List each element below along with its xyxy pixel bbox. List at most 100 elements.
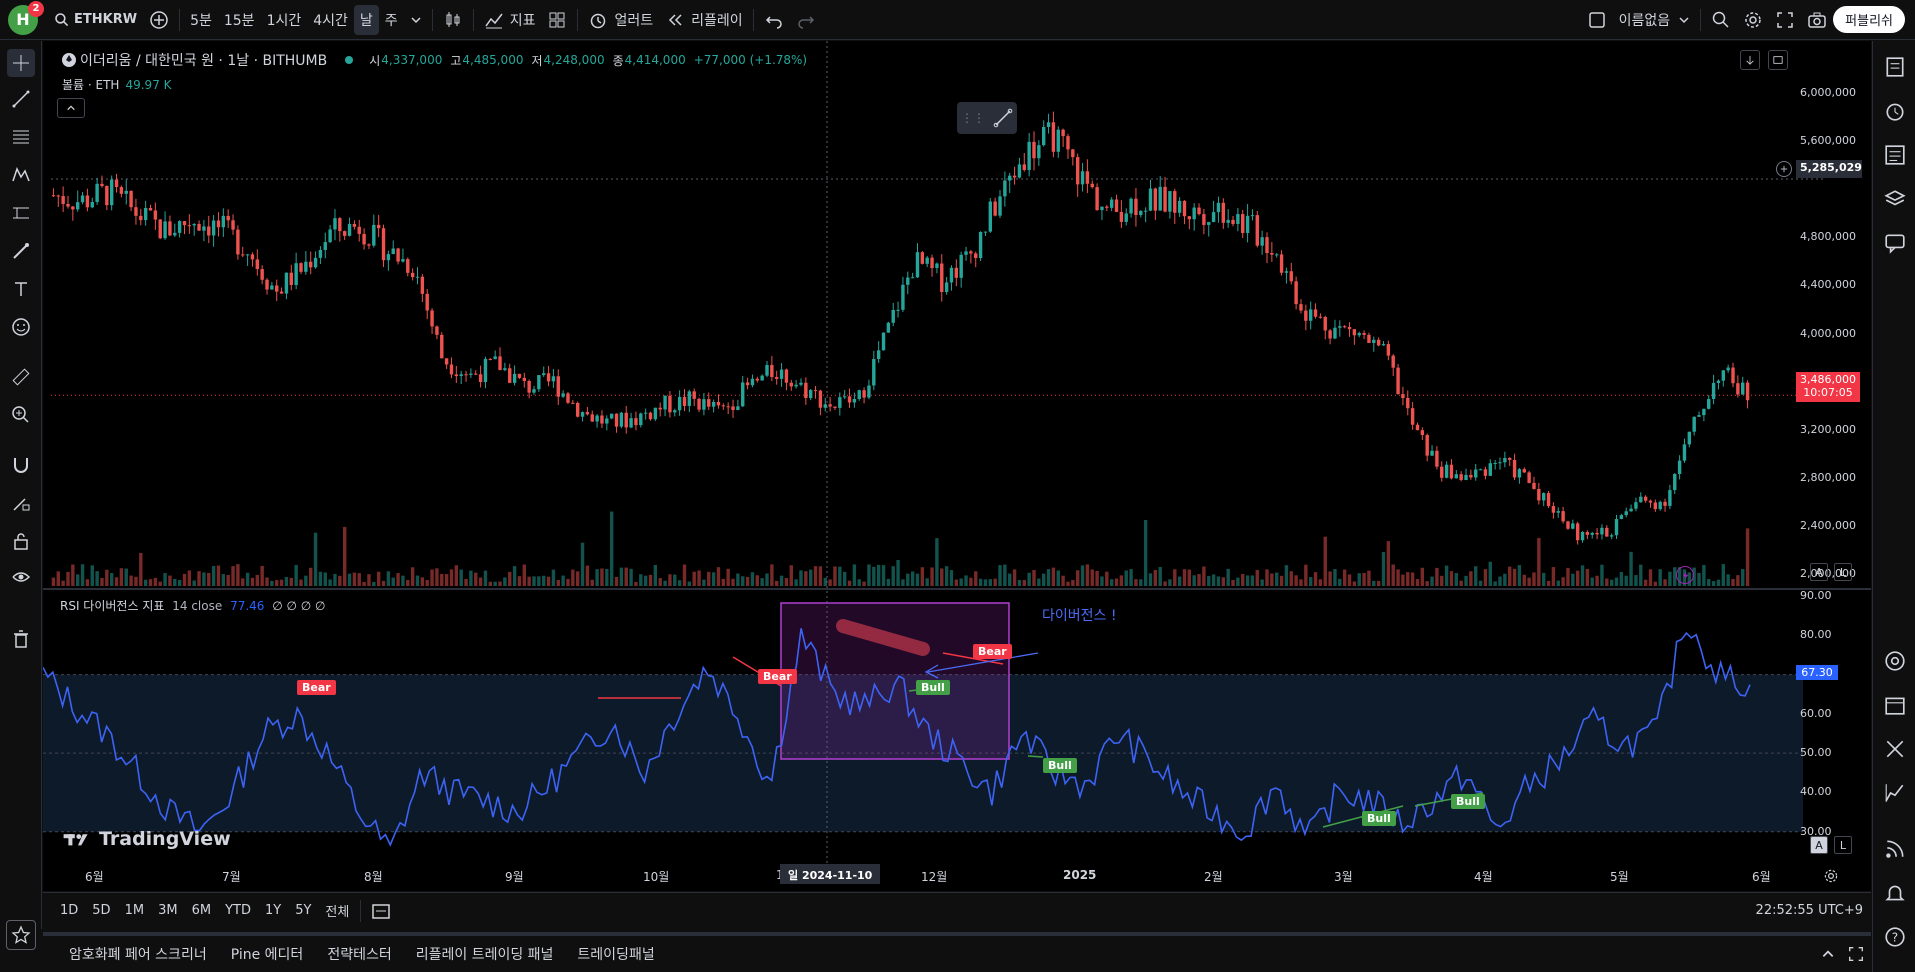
redo-button[interactable] (790, 0, 822, 40)
calendar-button[interactable] (1883, 693, 1907, 717)
rsi-log-scale-button[interactable]: L (1834, 836, 1852, 854)
stay-drawing-tool[interactable] (9, 491, 33, 515)
rsi-name[interactable]: RSI 다이버전스 지표 (60, 599, 165, 613)
range-5y[interactable]: 5Y (295, 903, 312, 918)
interval-4h[interactable]: 4시간 (313, 12, 348, 29)
templates-button[interactable] (541, 0, 573, 40)
measure-tool[interactable] (9, 365, 33, 389)
help-button[interactable]: ? (1883, 925, 1907, 949)
range-1y[interactable]: 1Y (264, 903, 282, 918)
compare-symbol-button[interactable] (143, 0, 175, 40)
crosshair-tool[interactable] (7, 49, 35, 77)
floating-draw-toolbar[interactable]: ⋮⋮ (957, 102, 1017, 134)
range-ytd[interactable]: YTD (225, 903, 251, 918)
interval-1d[interactable]: 날 (353, 4, 379, 35)
interval-1w[interactable]: 주 (384, 12, 398, 29)
volume-bar (464, 578, 468, 586)
rsi-auto-scale-button[interactable]: A (1810, 836, 1828, 854)
axis-settings-button[interactable] (1823, 868, 1839, 884)
undo-button[interactable] (758, 0, 790, 40)
hide-drawings-tool[interactable] (9, 565, 33, 589)
layout-button[interactable]: 이름없음 (1581, 0, 1697, 40)
range-6m[interactable]: 6M (191, 903, 212, 918)
chart-pane[interactable] (43, 41, 1871, 891)
collapse-panel-button[interactable] (1815, 934, 1841, 972)
settings-button[interactable] (1737, 0, 1769, 40)
user-avatar[interactable]: H 2 (8, 0, 44, 35)
tab-crypto-screener[interactable]: 암호화폐 페어 스크리너 (69, 947, 207, 963)
tab-pine-editor[interactable]: Pine 에디터 (230, 947, 304, 963)
fib-tool[interactable] (9, 125, 33, 149)
tradingview-logo[interactable]: TradingView (63, 828, 231, 850)
alert-button[interactable]: 얼러트 (582, 0, 659, 40)
quick-search-button[interactable] (1705, 0, 1737, 40)
bear-tag[interactable]: Bear (297, 680, 336, 695)
lock-drawings-tool[interactable] (9, 529, 33, 553)
drag-handle-icon[interactable]: ⋮⋮ (961, 111, 985, 125)
auto-scale-button[interactable]: A (1810, 563, 1828, 581)
range-3m[interactable]: 3M (158, 903, 178, 918)
tab-trading-panel[interactable]: 트레이딩패널 (577, 947, 655, 963)
volume-bar (1284, 565, 1289, 586)
trendline-icon[interactable] (993, 108, 1013, 128)
maximize-panel-button[interactable] (1841, 934, 1871, 972)
flash-button[interactable] (1676, 566, 1694, 584)
chart-canvas[interactable] (43, 41, 1871, 891)
interval-15m[interactable]: 15분 (223, 12, 255, 29)
divergence-annotation[interactable]: 다이버전스 ! (1042, 608, 1117, 624)
target-button[interactable] (1883, 649, 1907, 673)
notifications-button[interactable] (1883, 881, 1907, 905)
chats-button[interactable] (1883, 231, 1907, 255)
network-button[interactable] (1883, 737, 1907, 761)
indicators-button[interactable]: 지표 (478, 0, 542, 40)
interval-dropdown[interactable] (404, 0, 428, 40)
bull-tag[interactable]: Bull (1362, 811, 1396, 826)
range-1m[interactable]: 1M (124, 903, 145, 918)
fullscreen-button[interactable] (1769, 0, 1801, 40)
alerts-button[interactable] (1883, 99, 1907, 123)
bull-tag[interactable]: Bull (1451, 794, 1485, 809)
magnet-tool[interactable] (9, 453, 33, 477)
volume-label[interactable]: 볼륨 · ETH (62, 78, 120, 92)
tab-strategy-tester[interactable]: 전략테스터 (327, 947, 392, 963)
bull-tag[interactable]: Bull (1043, 758, 1077, 773)
remove-drawings-tool[interactable] (9, 627, 33, 651)
symbol-search-button[interactable]: ETHKRW (48, 0, 143, 40)
log-scale-button[interactable]: L (1834, 563, 1852, 581)
trendline-tool[interactable] (9, 87, 33, 111)
zoom-tool[interactable] (9, 403, 33, 427)
favorites-button[interactable] (6, 920, 36, 950)
brush-tool[interactable] (9, 239, 33, 263)
watchlist-button[interactable] (1883, 55, 1907, 79)
bear-tag[interactable]: Bear (973, 644, 1012, 659)
volume-bar (483, 570, 488, 586)
pattern-tool[interactable] (9, 163, 33, 187)
chart-type-button[interactable] (437, 0, 469, 40)
collapse-legend-button[interactable] (57, 98, 85, 118)
layers-button[interactable] (1883, 187, 1907, 211)
interval-5m[interactable]: 5분 (190, 12, 212, 29)
volume-bar (551, 569, 556, 586)
pane-maximize-button[interactable] (1768, 50, 1788, 70)
prediction-tool[interactable] (9, 201, 33, 225)
text-tool[interactable] (9, 277, 33, 301)
clock[interactable]: 22:52:55 UTC+9 (1755, 903, 1863, 918)
range-all[interactable]: 전체 (325, 905, 350, 920)
goto-date-button[interactable] (365, 891, 397, 931)
add-alert-plus-button[interactable] (1776, 161, 1792, 177)
replay-button[interactable]: 리플레이 (659, 0, 749, 40)
tab-replay-panel[interactable]: 리플레이 트레이딩 패널 (415, 947, 554, 963)
object-tree-button[interactable] (1883, 143, 1907, 167)
range-1d[interactable]: 1D (60, 903, 79, 918)
bear-tag[interactable]: Bear (758, 669, 797, 684)
snapshot-button[interactable] (1801, 0, 1833, 40)
publish-button[interactable]: 퍼블리쉬 (1833, 6, 1905, 33)
pane-move-down-button[interactable] (1740, 50, 1760, 70)
symbol-title[interactable]: 이더리움 / 대한민국 원 · 1날 · BITHUMB (80, 53, 328, 69)
streams-button[interactable] (1883, 837, 1907, 861)
bull-tag[interactable]: Bull (916, 680, 950, 695)
pine-button[interactable] (1883, 781, 1907, 805)
interval-1h[interactable]: 1시간 (266, 12, 302, 29)
emoji-tool[interactable] (9, 315, 33, 339)
range-5d[interactable]: 5D (92, 903, 111, 918)
